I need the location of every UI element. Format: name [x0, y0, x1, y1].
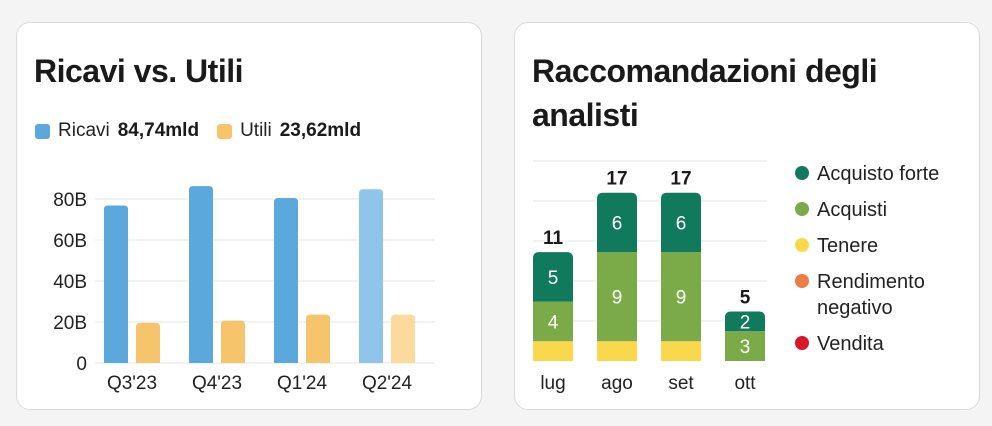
segment-value-label: 2 [740, 312, 751, 333]
x-tick-label: lug [540, 373, 565, 394]
y-tick-label: 0 [76, 354, 87, 375]
legend-item-underperform: Rendimento negativo [795, 269, 975, 321]
analyst-recommendations-chart: 4 5 11 lug 9 6 17 ago 9 6 17 set 3 2 5 ott [533, 160, 767, 394]
revenue-earnings-chart: 0 20B 40B 60B 80B Q3'23 Q4'23 Q1'24 Q2'24 [53, 186, 435, 394]
x-tick-label: Q4'23 [192, 373, 242, 394]
sell-dot [795, 336, 809, 350]
legend-label-sell: Vendita [817, 333, 884, 355]
y-tick-label: 20B [53, 313, 87, 334]
revenue-bar-3 [274, 197, 298, 363]
hold-dot [795, 238, 809, 252]
revenue-legend: Ricavi 84,74mld Utili 23,62mld [35, 119, 379, 143]
revenue-bar-4 [359, 189, 383, 363]
legend-item-hold: Tenere [795, 233, 975, 259]
earnings-bar-3 [306, 314, 330, 363]
total-label: 17 [606, 169, 627, 190]
x-tick-label: ago [601, 373, 633, 394]
segment-value-label: 6 [676, 213, 687, 234]
legend-label-buy: Acquisti [817, 199, 888, 221]
stack-segment-tenere-ago [597, 341, 637, 361]
x-tick-label: Q2'24 [362, 373, 413, 394]
x-tick-label: ott [734, 373, 756, 394]
earnings-legend-value: 23,62mld [279, 120, 362, 141]
earnings-bar-2 [221, 320, 245, 363]
stack-segment-acquisto-forte-set [661, 192, 701, 253]
revenue-legend-label: Ricavi [58, 120, 110, 141]
y-tick-label: 80B [53, 190, 87, 211]
revenue-earnings-card: Ricavi vs. Utili Ricavi 84,74mld Utili 2… [16, 22, 482, 410]
revenue-bar-1 [104, 205, 128, 363]
total-label: 5 [740, 288, 751, 309]
buy-dot [795, 202, 809, 216]
earnings-bar-1 [136, 322, 160, 363]
stack-segment-acquisto-forte-lug [533, 252, 573, 302]
x-tick-label: Q3'23 [107, 373, 157, 394]
earnings-legend-swatch [217, 123, 233, 139]
total-label: 17 [670, 169, 691, 190]
legend-item-strong-buy: Acquisto forte [795, 161, 975, 187]
underperform-dot [795, 274, 809, 288]
revenue-legend-value: 84,74mld [117, 120, 200, 141]
segment-value-label: 4 [548, 312, 559, 333]
analyst-card-title: Raccomandazioni degli analisti [532, 53, 878, 133]
revenue-card-title: Ricavi vs. Utili [34, 53, 243, 89]
legend-label-strong-buy: Acquisto forte [817, 163, 940, 185]
revenue-legend-swatch [35, 123, 50, 139]
segment-value-label: 3 [740, 337, 751, 358]
stack-segment-acquisti-lug [533, 301, 573, 342]
x-tick-label: set [668, 373, 694, 394]
stack-segment-tenere-lug [533, 341, 573, 361]
earnings-bar-4 [391, 314, 415, 363]
stack-segment-acquisti-ott [725, 331, 765, 361]
segment-value-label: 9 [676, 288, 687, 309]
total-label: 11 [543, 228, 564, 249]
legend-label-hold: Tenere [817, 235, 879, 257]
revenue-bar-2 [189, 186, 213, 363]
legend-item-sell: Vendita [795, 331, 975, 357]
stack-segment-acquisti-set [661, 252, 701, 342]
stack-segment-acquisto-forte-ago [597, 192, 637, 253]
legend-label-underperform: Rendimento negativo [817, 271, 925, 319]
earnings-legend-label: Utili [240, 120, 272, 141]
analyst-recommendations-card: Raccomandazioni degli analisti 4 5 11 lug 9 6… [514, 22, 980, 410]
legend-item-buy: Acquisti [795, 197, 975, 223]
y-tick-label: 60B [53, 231, 87, 252]
segment-value-label: 6 [612, 213, 623, 234]
strong-buy-dot [795, 166, 809, 180]
x-tick-label: Q1'24 [277, 373, 328, 394]
stack-segment-tenere-set [661, 341, 701, 361]
recommendations-legend: Acquisto forte Acquisti Tenere Rendiment… [795, 161, 975, 367]
stack-segment-acquisti-ago [597, 252, 637, 342]
stack-segment-acquisto-forte-ott [725, 311, 765, 332]
y-tick-label: 40B [53, 272, 87, 293]
segment-value-label: 5 [548, 268, 559, 289]
segment-value-label: 9 [612, 288, 623, 309]
